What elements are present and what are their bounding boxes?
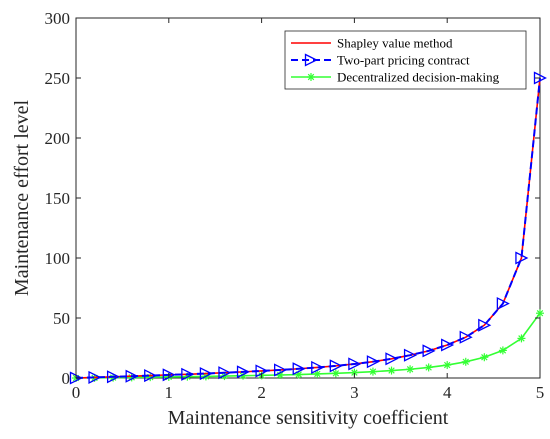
y-tick-label: 0 xyxy=(62,369,71,388)
y-axis-label: Maintenance effort level xyxy=(11,99,33,296)
triangle-marker xyxy=(292,362,306,376)
series-line xyxy=(75,77,541,379)
triangle-marker xyxy=(385,352,399,366)
x-tick-label: 1 xyxy=(165,383,174,402)
legend: Shapley value method Two-part pricing con… xyxy=(284,30,527,90)
asterisk-marker xyxy=(313,369,322,378)
asterisk-marker xyxy=(517,334,526,343)
triangle-marker xyxy=(236,365,250,379)
triangle-marker xyxy=(515,251,529,265)
asterisk-marker xyxy=(406,365,415,374)
asterisk-marker xyxy=(536,309,544,318)
legend-label: Two-part pricing contract xyxy=(337,53,470,68)
triangle-marker xyxy=(106,370,121,384)
triangle-marker xyxy=(478,318,492,332)
asterisk-marker xyxy=(331,369,340,378)
triangle-marker xyxy=(181,367,195,381)
y-tick-label: 300 xyxy=(45,9,71,28)
x-tick-label: 4 xyxy=(443,383,452,402)
triangle-marker xyxy=(274,363,288,377)
triangle-marker xyxy=(199,367,213,381)
y-tick-label: 100 xyxy=(45,249,71,268)
asterisk-marker xyxy=(443,361,452,370)
triangle-marker xyxy=(88,370,102,384)
legend-entry: Decentralized decision-making xyxy=(291,70,500,85)
triangle-marker xyxy=(304,53,318,67)
series-1 xyxy=(69,71,547,385)
triangle-marker xyxy=(144,369,158,383)
legend-label: Decentralized decision-making xyxy=(337,70,500,85)
triangle-marker xyxy=(125,369,139,383)
asterisk-marker xyxy=(498,346,507,355)
triangle-marker xyxy=(366,355,380,369)
triangle-marker xyxy=(348,357,362,371)
triangle-marker xyxy=(441,338,455,352)
x-tick-label: 0 xyxy=(72,383,81,402)
asterisk-marker xyxy=(387,366,396,375)
triangle-marker xyxy=(311,360,325,374)
y-tick-label: 50 xyxy=(53,309,70,328)
triangle-marker xyxy=(459,330,473,344)
triangle-marker xyxy=(422,344,436,358)
x-tick-label: 2 xyxy=(257,383,266,402)
triangle-marker xyxy=(533,71,547,85)
asterisk-marker xyxy=(307,73,315,81)
legend-label: Shapley value method xyxy=(337,36,453,51)
x-tick-label: 5 xyxy=(536,383,545,402)
triangle-marker xyxy=(403,348,418,362)
y-tick-label: 250 xyxy=(45,69,71,88)
x-tick-label: 3 xyxy=(350,383,359,402)
series-layer xyxy=(69,71,547,385)
triangle-marker xyxy=(218,366,232,380)
asterisk-marker xyxy=(368,367,377,376)
triangle-marker xyxy=(329,359,343,373)
asterisk-marker xyxy=(480,353,489,362)
y-tick-label: 150 xyxy=(45,189,71,208)
legend-entry: Shapley value method xyxy=(291,36,453,51)
x-axis-label: Maintenance sensitivity coefficient xyxy=(168,407,449,429)
asterisk-marker xyxy=(424,363,433,372)
triangle-marker xyxy=(496,297,510,311)
asterisk-marker xyxy=(461,357,470,366)
y-tick-label: 200 xyxy=(45,129,71,148)
legend-entry: Two-part pricing contract xyxy=(291,53,470,68)
asterisk-marker xyxy=(350,368,359,377)
